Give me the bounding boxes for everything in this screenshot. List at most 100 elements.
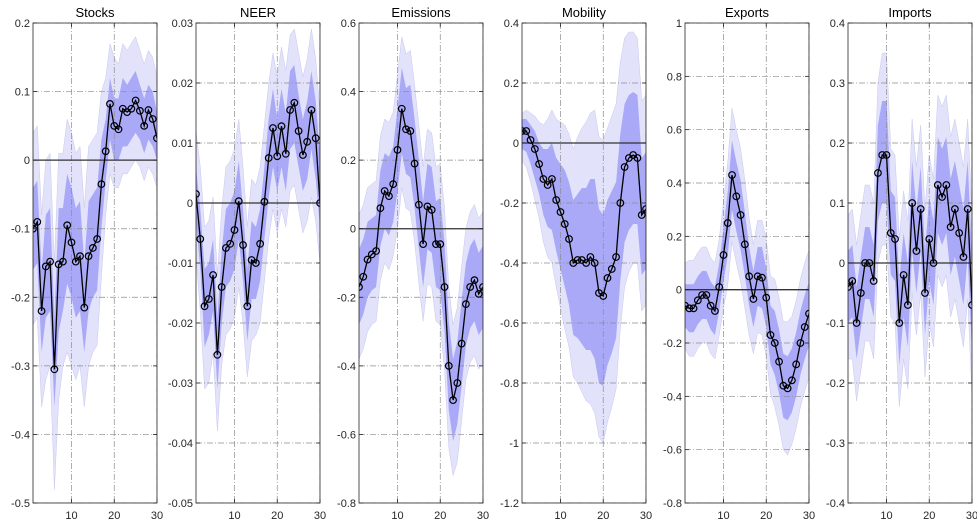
y-tick-label: -0.2: [663, 338, 682, 350]
data-point: [380, 187, 389, 195]
data-point: [256, 239, 265, 248]
data-point: [929, 259, 938, 267]
y-tick-label: -0.4: [337, 361, 356, 373]
y-tick-label: 0.8: [667, 71, 682, 83]
data-point: [50, 365, 59, 374]
confidence-band-inner: [522, 92, 646, 386]
y-tick-label: 0: [676, 285, 682, 297]
y-tick-label: -0.8: [663, 498, 682, 510]
panel-exports: 10 20 30 -0.8 -0.6 -0.4 -0.2 0 0.2 0.4 0.6 0.8 1 Expo…: [663, 5, 815, 522]
data-point: [732, 192, 741, 201]
data-point: [461, 300, 470, 309]
y-tick-label: -0.4: [11, 429, 30, 441]
y-tick-label: -1: [509, 438, 519, 450]
confidence-band-inner: [685, 140, 809, 421]
y-tick-label: -0.6: [337, 429, 356, 441]
data-point: [135, 106, 144, 115]
y-tick-label: -0.04: [168, 438, 193, 450]
data-point: [753, 272, 762, 281]
data-point: [389, 180, 398, 189]
data-point: [251, 259, 260, 267]
data-point: [852, 319, 861, 327]
data-point: [530, 145, 539, 153]
data-point: [363, 255, 372, 264]
data-point: [607, 265, 616, 273]
data-point: [796, 339, 805, 347]
x-tick-label: 30: [640, 510, 652, 522]
data-point: [213, 350, 222, 359]
plot-area: [522, 23, 646, 503]
data-point: [436, 240, 445, 249]
y-tick-label: 0.1: [15, 87, 30, 99]
data-point: [770, 339, 779, 347]
y-tick-label: 0.1: [830, 198, 845, 210]
data-point: [963, 205, 972, 213]
data-point: [874, 169, 882, 177]
confidence-band-inner: [196, 65, 320, 389]
data-point: [522, 127, 531, 135]
panel-title: Stocks: [75, 5, 115, 20]
data-point: [397, 104, 406, 113]
data-point: [869, 277, 878, 285]
x-tick-label: 10: [65, 510, 77, 522]
data-point: [925, 235, 934, 243]
data-point: [706, 301, 715, 310]
data-point: [226, 239, 235, 248]
data-point: [46, 257, 55, 266]
data-point: [642, 205, 646, 213]
data-point: [410, 159, 419, 168]
data-point: [787, 376, 796, 385]
data-point: [603, 274, 612, 282]
x-tick-label: 10: [880, 510, 892, 522]
data-point: [899, 271, 908, 279]
y-tick-label: 0: [839, 258, 845, 270]
data-point: [453, 379, 462, 387]
data-point: [535, 160, 544, 168]
y-tick-label: -0.5: [11, 498, 30, 510]
data-point: [775, 357, 783, 366]
y-tick-label: -0.8: [500, 378, 519, 390]
data-point: [933, 181, 942, 189]
data-point: [243, 302, 252, 311]
axes-frame: [684, 22, 810, 504]
panel-imports: 10 20 30 -0.4 -0.3 -0.2 -0.1 0 0.1 0.2 0.3 0.4 Impor…: [826, 5, 977, 522]
plot-area: [359, 23, 483, 503]
panel-mobility: 10 20 30 -1.2 -1 -0.8 -0.6 -0.4 -0.2 0 0.2 0.4 Mobil…: [500, 5, 652, 522]
data-point: [37, 307, 46, 315]
data-point: [88, 244, 97, 252]
y-tick-label: 0.4: [504, 18, 519, 30]
data-point: [200, 302, 209, 311]
data-point: [260, 197, 269, 206]
data-point: [414, 200, 423, 209]
data-point: [719, 251, 728, 259]
data-point: [298, 151, 307, 159]
y-tick-label: -0.3: [826, 438, 845, 450]
data-point: [80, 303, 89, 312]
y-tick-label: -0.4: [663, 391, 682, 403]
data-point: [97, 180, 106, 189]
y-tick-label: -0.4: [500, 258, 519, 270]
x-tick-label: 30: [151, 510, 163, 522]
data-point: [402, 125, 410, 134]
data-point: [93, 235, 102, 243]
data-point: [277, 122, 286, 131]
y-tick-label: -0.01: [168, 258, 193, 270]
data-point: [444, 361, 453, 370]
y-tick-label: 0: [513, 138, 519, 150]
data-point: [950, 205, 959, 213]
data-point: [698, 291, 707, 299]
y-tick-label: 0.01: [172, 138, 193, 150]
y-tick-label: -0.6: [663, 445, 682, 457]
x-tick-label: 20: [108, 510, 120, 522]
plot-area: [33, 23, 157, 503]
confidence-band-inner: [359, 67, 483, 442]
data-point: [101, 147, 110, 156]
data-point: [376, 204, 385, 213]
data-point: [548, 175, 556, 183]
data-point: [865, 259, 874, 267]
y-tick-label: -0.2: [826, 378, 845, 390]
data-point: [908, 199, 917, 207]
y-tick-label: -0.2: [11, 292, 30, 304]
data-point: [693, 296, 702, 305]
data-point: [432, 240, 440, 249]
